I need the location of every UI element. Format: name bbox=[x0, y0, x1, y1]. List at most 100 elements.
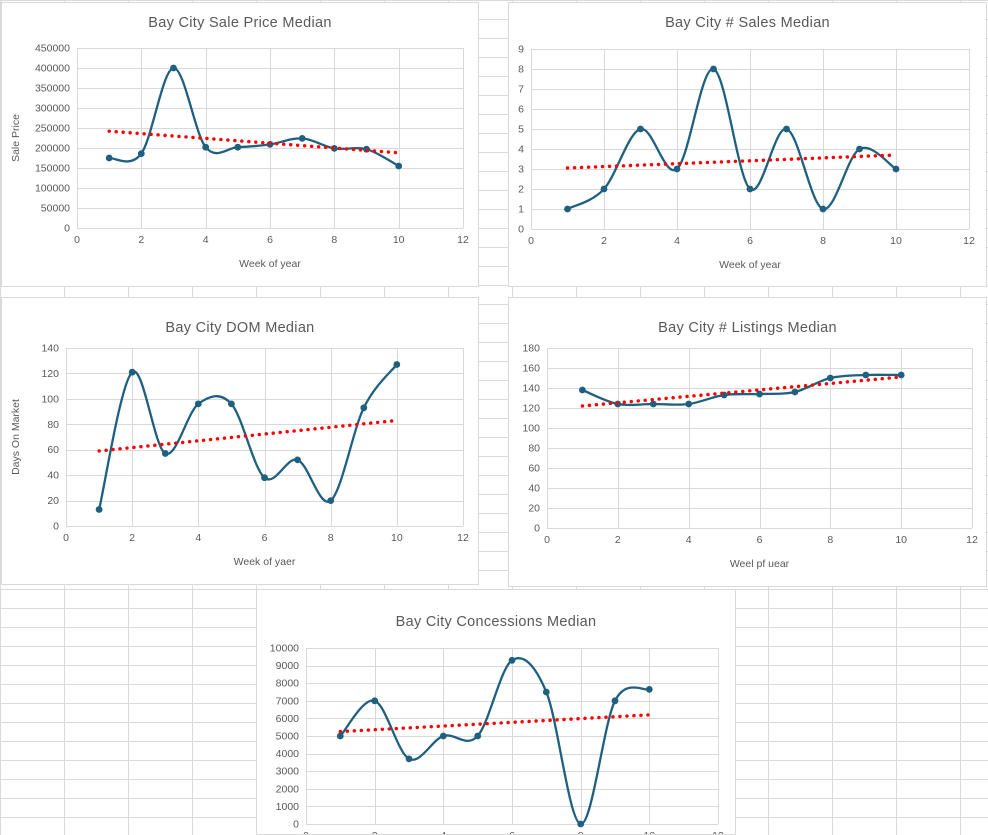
svg-text:0: 0 bbox=[518, 224, 524, 236]
svg-text:12: 12 bbox=[712, 830, 724, 835]
x-tick-labels: 0 2 4 6 8 10 12 bbox=[303, 830, 724, 835]
trendline bbox=[565, 153, 898, 170]
svg-text:450000: 450000 bbox=[35, 43, 70, 55]
svg-text:4000: 4000 bbox=[276, 748, 300, 760]
svg-text:50000: 50000 bbox=[41, 203, 70, 215]
svg-text:8000: 8000 bbox=[276, 678, 300, 690]
y-tick-labels: 0 1 2 3 4 5 6 7 8 9 bbox=[518, 44, 524, 236]
svg-text:0: 0 bbox=[64, 223, 70, 235]
svg-text:0: 0 bbox=[303, 830, 309, 835]
chart-title: Bay City # Sales Median bbox=[665, 15, 830, 31]
svg-text:3: 3 bbox=[518, 164, 524, 176]
chart-dom-median[interactable]: 0 20 40 60 80 100 120 140 0 2 4 6 8 10 12 Bay City DOM… bbox=[1, 297, 479, 585]
series-markers bbox=[579, 371, 905, 408]
y-tick-labels: 0 1000 2000 3000 4000 5000 6000 7000 8000 9000 100… bbox=[270, 643, 299, 831]
svg-text:120: 120 bbox=[41, 368, 59, 380]
series-markers bbox=[564, 65, 900, 213]
svg-text:100: 100 bbox=[41, 393, 59, 405]
y-tick-labels: 0 50000 100000 150000 200000 250000 300000 3500… bbox=[35, 43, 70, 235]
svg-text:250000: 250000 bbox=[35, 123, 70, 135]
svg-text:150000: 150000 bbox=[35, 163, 70, 175]
svg-text:5: 5 bbox=[518, 124, 524, 136]
svg-text:80: 80 bbox=[528, 443, 540, 455]
svg-text:0: 0 bbox=[63, 532, 69, 544]
svg-text:6: 6 bbox=[518, 104, 524, 116]
chart-sale-price-median[interactable]: 0 50000 100000 150000 200000 250000 300000 3500… bbox=[1, 2, 479, 287]
svg-text:6: 6 bbox=[747, 235, 753, 247]
x-tick-labels: 0 2 4 6 8 10 12 bbox=[528, 235, 975, 247]
chart-title: Bay City Concessions Median bbox=[395, 614, 597, 630]
svg-text:80: 80 bbox=[47, 419, 59, 431]
svg-text:140: 140 bbox=[522, 383, 540, 395]
svg-text:3000: 3000 bbox=[276, 766, 300, 778]
svg-text:200000: 200000 bbox=[35, 143, 70, 155]
svg-text:40: 40 bbox=[528, 483, 540, 495]
trendline bbox=[107, 129, 401, 155]
svg-text:100: 100 bbox=[522, 423, 540, 435]
svg-text:8: 8 bbox=[328, 532, 334, 544]
svg-text:350000: 350000 bbox=[35, 83, 70, 95]
series-line bbox=[566, 67, 898, 211]
svg-text:4: 4 bbox=[518, 144, 524, 156]
svg-text:10000: 10000 bbox=[270, 643, 299, 655]
chart-title: Bay City Sale Price Median bbox=[148, 15, 332, 31]
num-listings-plot-svg: 0 20 40 60 80 100 120 140 160 180 0 2 4 6 8 10 12 bbox=[522, 343, 978, 547]
gridlines bbox=[77, 48, 464, 229]
svg-text:10: 10 bbox=[895, 534, 907, 546]
series-line bbox=[108, 66, 400, 168]
chart-concessions-median[interactable]: 0 1000 2000 3000 4000 5000 6000 7000 8000 9000 100… bbox=[256, 589, 736, 835]
svg-text:6: 6 bbox=[262, 532, 268, 544]
svg-text:140: 140 bbox=[41, 343, 59, 355]
y-tick-labels: 0 20 40 60 80 100 120 140 160 180 bbox=[522, 343, 540, 535]
svg-text:10: 10 bbox=[643, 830, 655, 835]
series-line bbox=[97, 363, 398, 511]
svg-text:8: 8 bbox=[331, 234, 337, 246]
svg-text:300000: 300000 bbox=[35, 103, 70, 115]
gridlines bbox=[547, 348, 973, 529]
svg-text:2: 2 bbox=[615, 534, 621, 546]
chart-title: Bay City DOM Median bbox=[165, 320, 315, 336]
svg-text:7: 7 bbox=[518, 84, 524, 96]
svg-text:4: 4 bbox=[440, 830, 446, 835]
svg-text:2: 2 bbox=[138, 234, 144, 246]
sale-price-plot-svg: 0 50000 100000 150000 200000 250000 300000 3500… bbox=[35, 43, 469, 247]
series-markers bbox=[95, 361, 401, 513]
svg-text:9: 9 bbox=[518, 44, 524, 56]
trendline bbox=[580, 375, 903, 408]
svg-text:120: 120 bbox=[522, 403, 540, 415]
series-line bbox=[581, 373, 903, 407]
svg-text:1: 1 bbox=[518, 204, 524, 216]
svg-text:12: 12 bbox=[963, 235, 975, 247]
svg-text:180: 180 bbox=[522, 343, 540, 355]
series-markers bbox=[105, 64, 403, 170]
svg-text:0: 0 bbox=[534, 523, 540, 535]
svg-text:6000: 6000 bbox=[276, 713, 300, 725]
svg-text:6: 6 bbox=[757, 534, 763, 546]
gridlines bbox=[306, 648, 719, 825]
svg-text:4: 4 bbox=[674, 235, 680, 247]
svg-text:4: 4 bbox=[686, 534, 692, 546]
svg-text:4: 4 bbox=[195, 532, 201, 544]
svg-text:0: 0 bbox=[53, 521, 59, 533]
chart-num-listings-median[interactable]: 0 20 40 60 80 100 120 140 160 180 0 2 4 6 8 10 12 Bay Ci… bbox=[508, 297, 987, 587]
x-axis-title: Week of year bbox=[239, 258, 301, 270]
svg-text:8: 8 bbox=[827, 534, 833, 546]
svg-text:4: 4 bbox=[203, 234, 209, 246]
svg-text:0: 0 bbox=[293, 819, 299, 831]
svg-text:100000: 100000 bbox=[35, 183, 70, 195]
svg-text:12: 12 bbox=[457, 234, 469, 246]
chart-num-sales-median[interactable]: 0 1 2 3 4 5 6 7 8 9 0 2 4 6 8 10 12 Bay City # Sales Med… bbox=[508, 2, 987, 287]
x-axis-title: Week of yaer bbox=[233, 556, 296, 568]
trendline bbox=[338, 713, 652, 734]
series-markers bbox=[336, 656, 653, 828]
trendline bbox=[97, 418, 399, 453]
svg-text:0: 0 bbox=[544, 534, 550, 546]
svg-text:60: 60 bbox=[47, 444, 59, 456]
svg-text:1000: 1000 bbox=[276, 801, 300, 813]
y-axis-title: Sale Price bbox=[10, 114, 22, 162]
svg-text:2: 2 bbox=[518, 184, 524, 196]
svg-text:400000: 400000 bbox=[35, 63, 70, 75]
svg-text:2: 2 bbox=[601, 235, 607, 247]
concessions-plot-svg: 0100020003000400050006000700080009000100… bbox=[270, 643, 724, 835]
